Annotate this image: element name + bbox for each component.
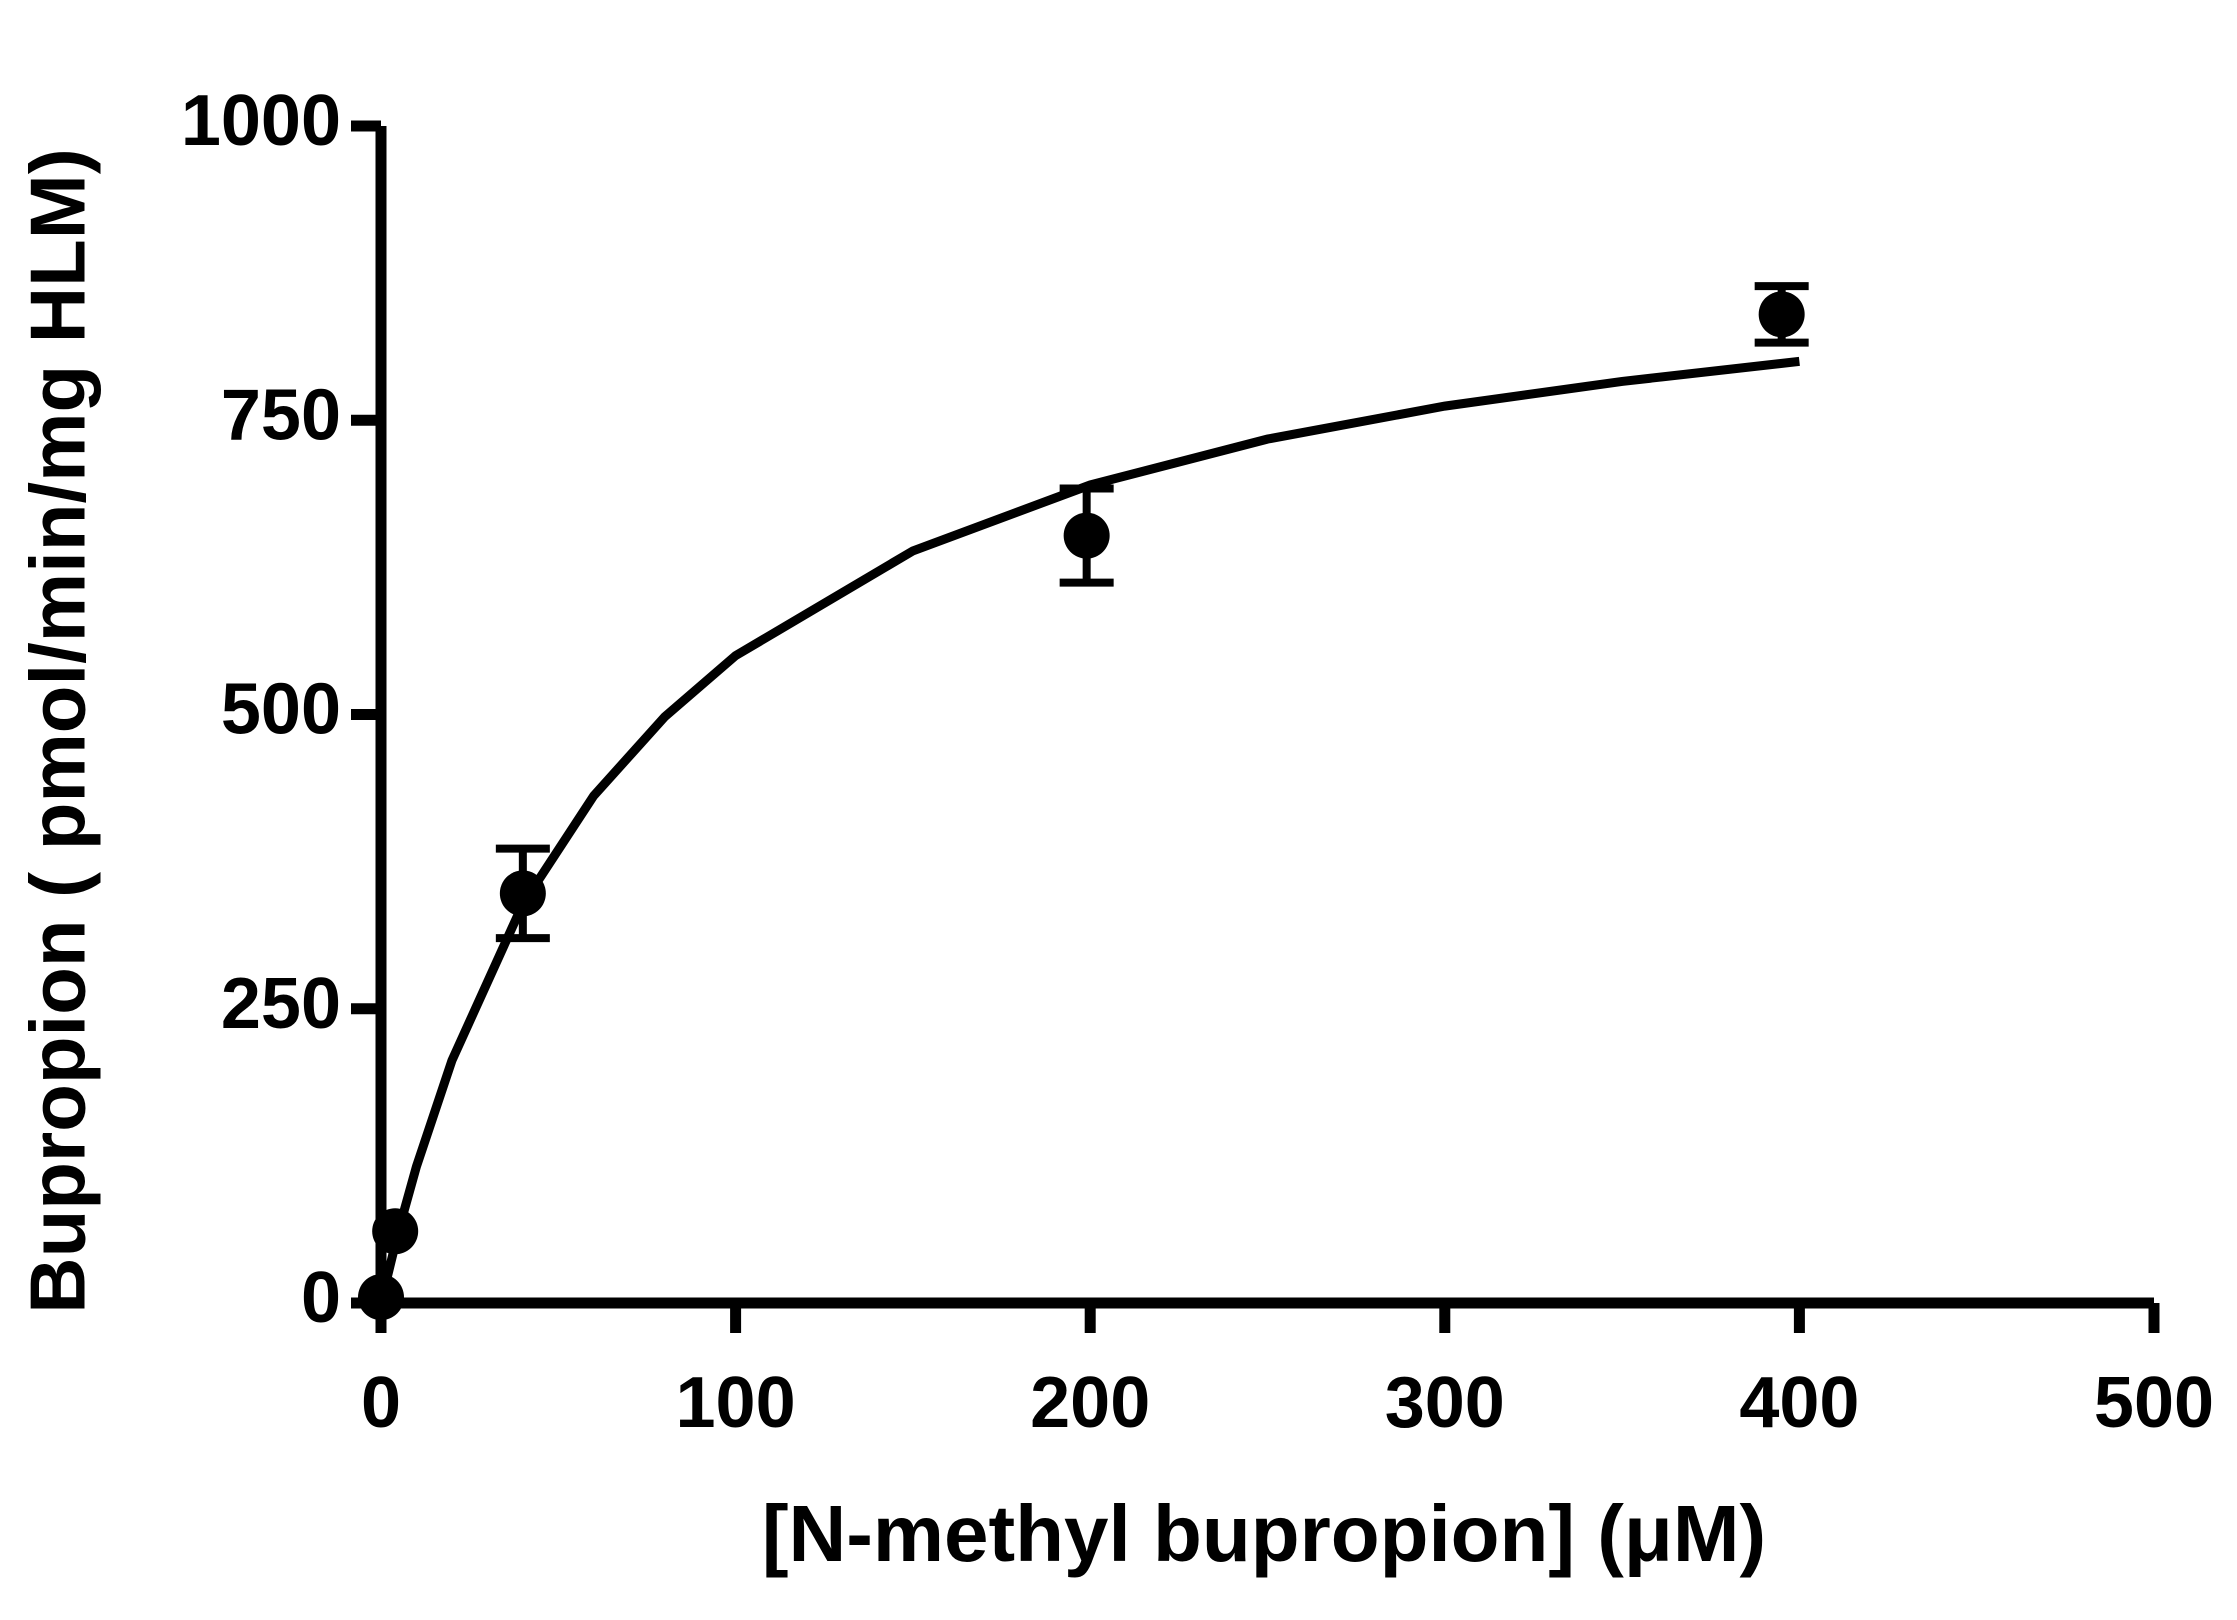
fit-curve [376,356,1800,1305]
y-tick-label: 0 [301,1258,341,1338]
x-tick-label: 300 [1385,1363,1505,1443]
y-axis-label: Bupropion ( pmol/min/mg HLM) [14,148,102,1313]
y-tick-label: 1000 [181,81,341,161]
x-tick-label: 400 [1739,1363,1859,1443]
x-tick-label: 200 [1030,1363,1150,1443]
data-point [499,870,546,917]
x-axis-label: [N-methyl bupropion] (μM) [762,1489,1766,1578]
x-tick-label: 0 [361,1363,401,1443]
data-point [1758,291,1805,338]
x-tick-label: 100 [676,1363,796,1443]
data-point [372,1208,419,1255]
x-tick-label: 500 [2094,1363,2214,1443]
data-point [1063,512,1110,559]
y-tick-label: 500 [221,670,341,750]
y-tick-label: 750 [221,375,341,455]
data-point [358,1274,404,1321]
y-tick-label: 250 [221,964,341,1044]
